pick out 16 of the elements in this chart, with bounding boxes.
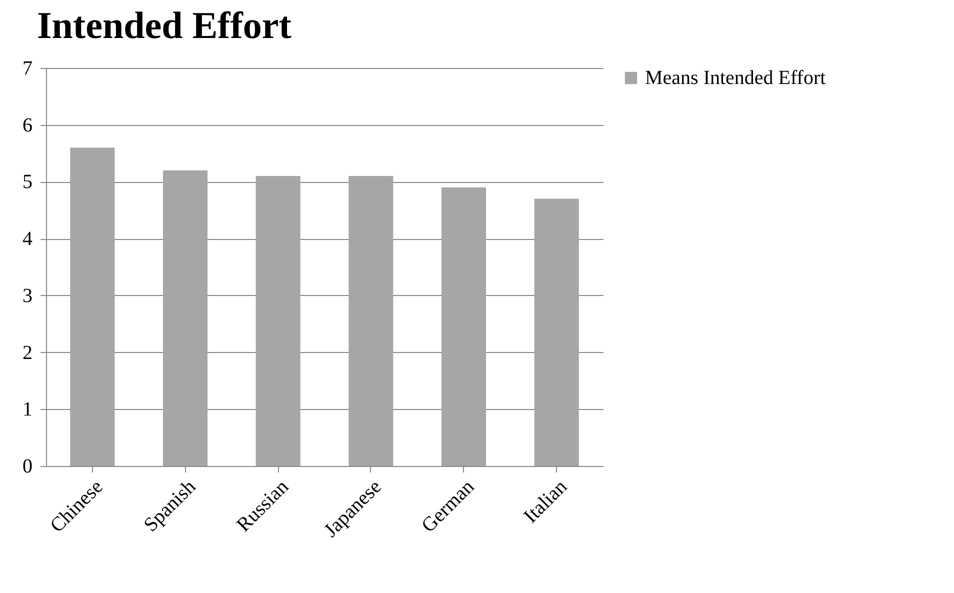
legend-label: Means Intended Effort	[645, 67, 826, 89]
y-tick-label: 0	[22, 456, 32, 478]
bar	[441, 187, 486, 466]
y-tick-label: 5	[22, 171, 32, 194]
bar	[256, 176, 300, 466]
y-tick-label: 1	[22, 398, 32, 421]
chart-title: Intended Effort	[37, 5, 292, 47]
bar	[348, 176, 394, 466]
y-tick-label: 2	[22, 342, 32, 364]
y-tick-label: 6	[22, 114, 32, 136]
y-tick-label: 4	[22, 228, 32, 250]
bar	[162, 170, 208, 466]
bar	[70, 148, 115, 466]
bar	[534, 198, 579, 466]
y-tick-label: 7	[22, 58, 32, 80]
y-tick-label: 3	[22, 284, 32, 307]
